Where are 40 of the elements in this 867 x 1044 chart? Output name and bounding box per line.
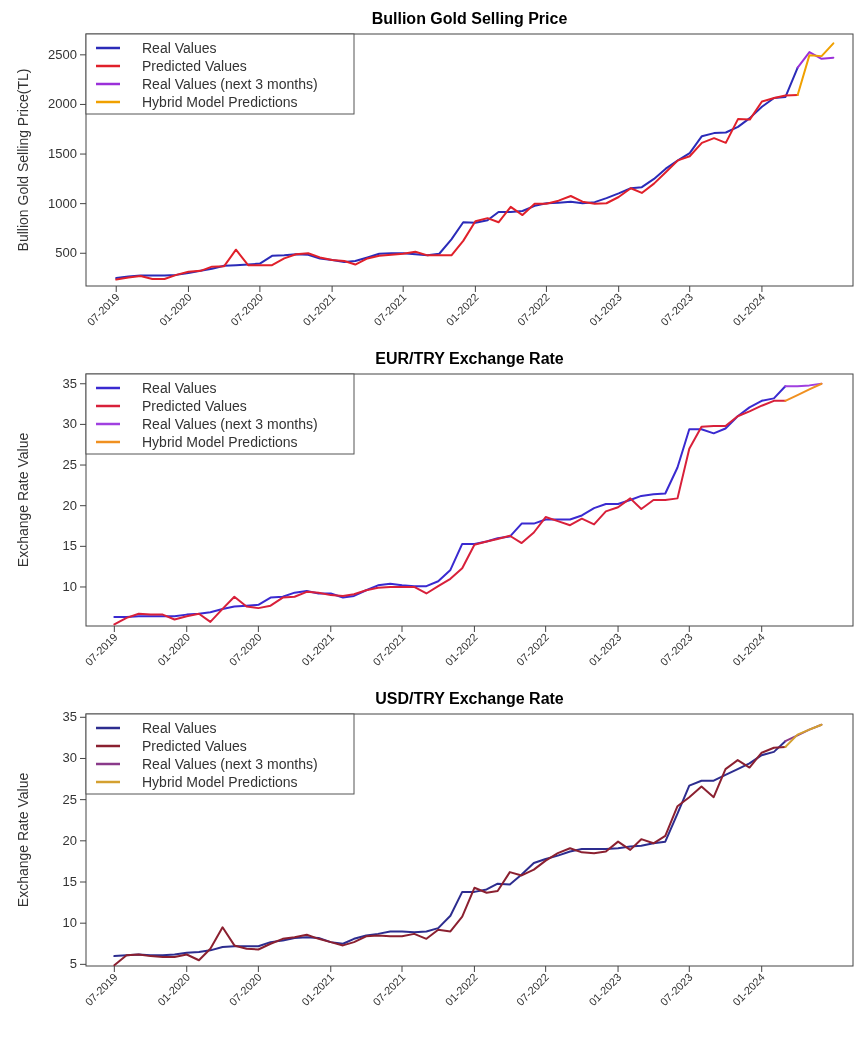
line-series (784, 382, 823, 402)
legend-label: Predicted Values (142, 58, 247, 74)
legend-label: Real Values (next 3 months) (142, 416, 318, 432)
chart-title: USD/TRY Exchange Rate (375, 690, 564, 707)
y-axis-title: Exchange Rate Value (15, 432, 31, 568)
y-tick-label: 5 (69, 956, 77, 972)
y-axis-title: Exchange Rate Value (15, 772, 31, 908)
y-tick-label: 1000 (48, 195, 77, 211)
y-tick-label: 30 (62, 750, 77, 766)
y-tick-label: 500 (55, 245, 77, 261)
legend-label: Real Values (142, 380, 217, 396)
legend-label: Real Values (next 3 months) (142, 76, 318, 92)
y-tick-label: 20 (62, 497, 77, 513)
y-tick-label: 25 (62, 791, 77, 807)
legend-label: Hybrid Model Predictions (142, 434, 298, 450)
legend-label: Hybrid Model Predictions (142, 774, 298, 790)
legend-label: Real Values (142, 40, 217, 56)
line-series (796, 42, 835, 96)
y-tick-label: 25 (62, 457, 77, 473)
y-tick-label: 15 (62, 874, 77, 889)
legend-label: Hybrid Model Predictions (142, 94, 298, 110)
chart-title: Bullion Gold Selling Price (371, 10, 568, 27)
line-series (784, 723, 823, 748)
y-tick-label: 20 (62, 832, 77, 848)
y-tick-label: 10 (62, 915, 77, 931)
legend-label: Predicted Values (142, 398, 247, 414)
y-tick-label: 35 (62, 375, 77, 391)
y-tick-label: 15 (62, 538, 77, 554)
legend-label: Real Values (142, 720, 217, 736)
y-tick-label: 2500 (48, 46, 77, 62)
y-tick-label: 2000 (48, 96, 77, 112)
y-tick-label: 30 (62, 416, 77, 432)
y-axis-title: Bullion Gold Selling Price(TL) (15, 68, 31, 252)
y-tick-label: 10 (62, 578, 77, 594)
y-tick-label: 1500 (48, 146, 77, 162)
legend-label: Predicted Values (142, 738, 247, 754)
legend-label: Real Values (next 3 months) (142, 756, 318, 772)
chart-title: EUR/TRY Exchange Rate (375, 350, 564, 367)
line-series (796, 51, 835, 69)
y-tick-label: 35 (62, 709, 77, 725)
